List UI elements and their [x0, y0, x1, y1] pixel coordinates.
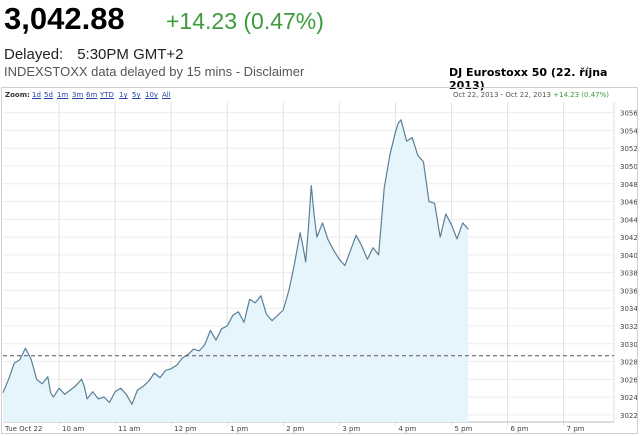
x-tick-label: 4 pm — [398, 425, 416, 433]
source-note: INDEXSTOXX data delayed by 15 mins - Dis… — [4, 64, 305, 79]
zoom-6m[interactable]: 6m — [86, 91, 98, 99]
y-tick-label: 3036 — [620, 287, 637, 295]
series-area — [3, 119, 469, 423]
delayed-label: Delayed: — [4, 46, 64, 63]
y-tick-label: 3032 — [620, 323, 637, 331]
y-tick-label: 3056 — [620, 110, 637, 118]
y-tick-label: 3030 — [620, 341, 637, 349]
zoom-ytd[interactable]: YTD — [100, 91, 114, 99]
y-tick-label: 3044 — [620, 216, 637, 224]
price-change: +14.23 (0.47%) — [166, 8, 324, 34]
series-line — [2, 119, 469, 405]
x-tick-label: 10 am — [62, 425, 84, 433]
y-tick-label: 3046 — [620, 199, 637, 207]
y-tick-label: 3026 — [620, 376, 637, 384]
y-tick-label: 3048 — [620, 181, 637, 189]
y-tick-label: 3034 — [620, 305, 637, 313]
zoom-10y[interactable]: 10y — [145, 91, 159, 99]
zoom-5d[interactable]: 5d — [44, 91, 53, 99]
delayed-row: Delayed: 5:30PM GMT+2 — [4, 46, 184, 63]
y-tick-label: 3042 — [620, 234, 637, 242]
y-tick-label: 3040 — [620, 252, 637, 260]
x-tick-label: 11 am — [118, 425, 140, 433]
range-change: +14.23 (0.47%) — [553, 91, 609, 99]
zoom-1y[interactable]: 1y — [119, 91, 128, 99]
x-tick-label: 7 pm — [567, 425, 585, 433]
y-tick-label: 3024 — [620, 394, 637, 402]
delayed-time: 5:30PM GMT+2 — [77, 46, 184, 63]
x-tick-label: 6 pm — [510, 425, 528, 433]
y-tick-label: 3050 — [620, 163, 637, 171]
y-tick-label: 3022 — [620, 412, 637, 420]
price-chart[interactable]: 3022 3024 3026 3028 3030 3032 3034 3036 3038 3040… — [2, 88, 637, 433]
zoom-label: Zoom: — [5, 91, 30, 99]
x-tick-label: Tue Oct 22 — [4, 425, 42, 433]
range-dates: Oct 22, 2013 - Oct 22, 2013 — [452, 91, 551, 99]
zoom-all[interactable]: All — [162, 91, 171, 99]
x-tick-label: 12 pm — [174, 425, 197, 433]
y-tick-label: 3028 — [620, 359, 637, 367]
zoom-range: Oct 22, 2013 - Oct 22, 2013 +14.23 (0.47… — [453, 91, 609, 99]
x-tick-label: 3 pm — [342, 425, 360, 433]
x-tick-label: 1 pm — [230, 425, 248, 433]
x-tick-label: 5 pm — [454, 425, 472, 433]
chart-container: Zoom: 1d 5d 1m 3m 6m YTD 1y 5y 10y All O… — [1, 87, 638, 434]
y-tick-label: 3054 — [620, 127, 637, 135]
zoom-3m[interactable]: 3m — [72, 91, 84, 99]
y-tick-label: 3038 — [620, 270, 637, 278]
zoom-1d[interactable]: 1d — [32, 91, 41, 99]
zoom-1m[interactable]: 1m — [57, 91, 69, 99]
zoom-bar: Zoom: 1d 5d 1m 3m 6m YTD 1y 5y 10y All O… — [2, 88, 637, 102]
index-price: 3,042.88 — [4, 1, 125, 36]
zoom-5y[interactable]: 5y — [132, 91, 141, 99]
x-tick-label: 2 pm — [286, 425, 304, 433]
chart-caption: DJ Eurostoxx 50 (22. října 2013) — [449, 66, 608, 92]
y-tick-label: 3052 — [620, 145, 637, 153]
